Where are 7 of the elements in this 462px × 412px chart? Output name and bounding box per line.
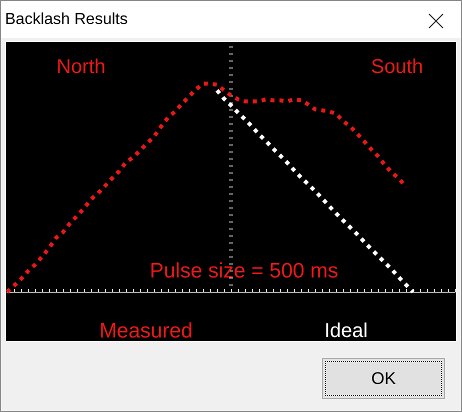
text: Ideal: [324, 320, 368, 342]
annotation: Pulse size = 500 ms: [150, 260, 338, 282]
ok-button: OK: [322, 358, 445, 399]
text: North: [56, 56, 106, 78]
text: South: [370, 56, 424, 78]
chart-title: Backlash Results: [5, 10, 128, 29]
text: Measured: [99, 320, 193, 342]
